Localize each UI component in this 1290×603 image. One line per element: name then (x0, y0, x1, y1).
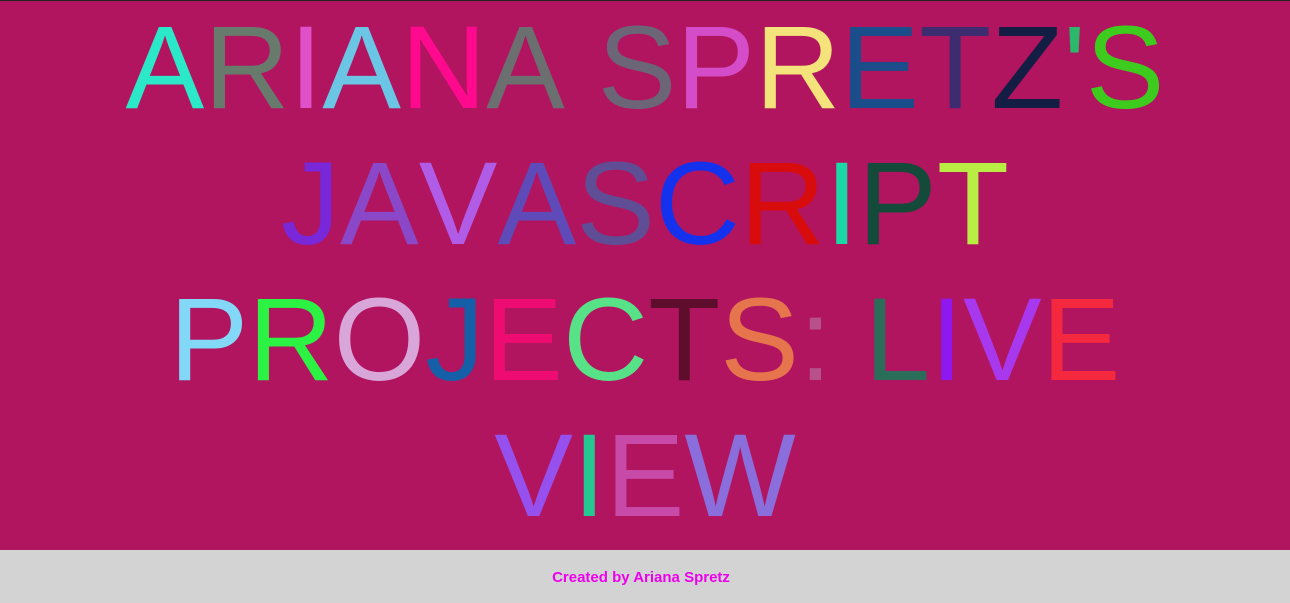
title-letter: A (322, 2, 401, 134)
title-letter: A (125, 2, 205, 134)
title-letter: R (248, 274, 334, 406)
hero-section: ARIANA SPRETZ'S JAVASCRIPT PROJECTS: LIVE V… (0, 0, 1290, 544)
title-letter: P (676, 2, 756, 134)
title-letter: T (936, 138, 1009, 270)
footer: Created by Ariana Spretz (0, 550, 1290, 603)
title-letter: N (400, 2, 487, 134)
title-letter: C (562, 274, 649, 406)
title-letter: I (825, 138, 859, 270)
title-letter (832, 272, 865, 408)
title-letter: W (684, 410, 796, 542)
title-letter: S (576, 138, 655, 270)
title-letter: T (648, 274, 721, 406)
title-letter: C (654, 138, 741, 270)
title-line: VIEW (0, 408, 1290, 544)
title-letter: E (1041, 274, 1121, 406)
title-letter: I (289, 2, 323, 134)
title-line: JAVASCRIPT (0, 136, 1290, 272)
title-letter: P (169, 274, 249, 406)
title-letter: A (340, 138, 419, 270)
title-letter: : (799, 274, 832, 406)
title-letter: P (858, 138, 937, 270)
title-line: PROJECTS: LIVE (0, 272, 1290, 408)
title-letter: E (605, 410, 685, 542)
title-letter (565, 0, 598, 136)
title-letter: R (204, 2, 290, 134)
title-letter: O (333, 274, 426, 406)
title-letter: L (864, 274, 931, 406)
title-letter: I (930, 274, 964, 406)
title-letter: S (597, 2, 677, 134)
title-letter: A (486, 2, 565, 134)
title-letter: V (418, 138, 498, 270)
title-letter: S (1085, 2, 1165, 134)
title-letter: T (919, 2, 992, 134)
title-letter: J (281, 138, 341, 270)
title-letter: A (497, 138, 577, 270)
title-letter: V (963, 274, 1042, 406)
title-letter: R (740, 138, 826, 270)
top-border (0, 0, 1290, 1)
title-letter: E (484, 274, 563, 406)
title-letter: ' (1063, 2, 1086, 134)
title-letter: R (755, 2, 841, 134)
page-title: ARIANA SPRETZ'S JAVASCRIPT PROJECTS: LIVE V… (0, 0, 1290, 544)
title-letter: Z (991, 2, 1064, 134)
title-line: ARIANA SPRETZ'S (0, 0, 1290, 136)
footer-credit: Created by Ariana Spretz (552, 569, 730, 586)
title-letter: V (494, 410, 573, 542)
title-letter: I (572, 410, 606, 542)
title-letter: S (720, 274, 799, 406)
title-letter: J (425, 274, 485, 406)
title-letter: E (840, 2, 920, 134)
